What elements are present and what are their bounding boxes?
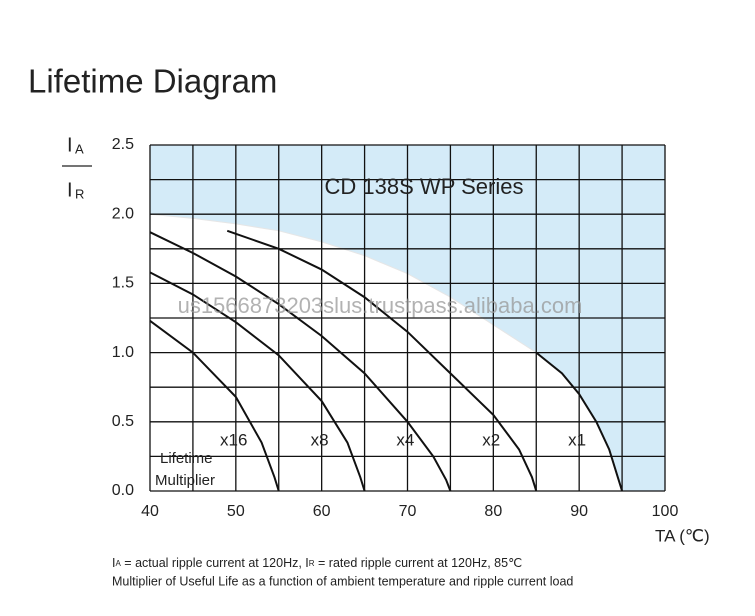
y-tick-label: 1.0 xyxy=(112,344,134,361)
x-axis-label: TA (℃) xyxy=(655,526,710,545)
x-tick-label: 60 xyxy=(313,503,331,520)
series-title: CD 138S WP Series xyxy=(325,174,524,199)
y-tick-label: 0.0 xyxy=(112,482,134,499)
footnote-part: I xyxy=(112,556,115,570)
y-tick-label: 0.5 xyxy=(112,413,134,430)
curve-label: x4 xyxy=(396,430,414,449)
curve-label: x2 xyxy=(482,430,500,449)
y-label-sub: A xyxy=(75,141,84,156)
curve-label: x8 xyxy=(311,430,329,449)
y-label-main: I xyxy=(67,179,73,201)
x-tick-label: 90 xyxy=(570,503,588,520)
footnote: IA = actual ripple current at 120Hz, IR … xyxy=(112,556,522,570)
footnote-sub: A xyxy=(115,559,121,568)
y-tick-label: 1.5 xyxy=(112,275,134,292)
y-label-main: I xyxy=(67,134,73,156)
annotation: Multiplier xyxy=(155,472,215,489)
curve-label: x1 xyxy=(568,430,586,449)
curve xyxy=(226,229,538,492)
chart-title: Lifetime Diagram xyxy=(28,63,277,100)
footnote-sub: R xyxy=(309,559,315,568)
curve xyxy=(149,271,366,492)
x-tick-label: 80 xyxy=(484,503,502,520)
curve-label: x16 xyxy=(220,430,247,449)
footnote-part: = actual ripple current at 120Hz, I xyxy=(121,556,309,570)
watermark: us1566873203slus.trustpass.alibaba.com xyxy=(178,293,583,318)
x-tick-label: 50 xyxy=(227,503,245,520)
annotation: Lifetime xyxy=(160,450,213,467)
y-tick-label: 2.0 xyxy=(112,205,134,222)
x-tick-label: 100 xyxy=(652,503,679,520)
curve xyxy=(149,231,452,492)
x-tick-label: 40 xyxy=(141,503,159,520)
footnote: Multiplier of Useful Life as a function … xyxy=(112,574,573,588)
y-label-sub: R xyxy=(75,186,84,201)
curve xyxy=(535,351,624,492)
plot: 0.0 0.5 1.0 1.5 2.0 2.5 40 50 60 70 80 90 100 x16 x8 x4… xyxy=(112,136,679,520)
x-tick-label: 70 xyxy=(399,503,417,520)
curve xyxy=(149,319,280,492)
footnote-part: = rated ripple current at 120Hz, 85℃ xyxy=(315,556,523,570)
y-tick-label: 2.5 xyxy=(112,136,134,153)
